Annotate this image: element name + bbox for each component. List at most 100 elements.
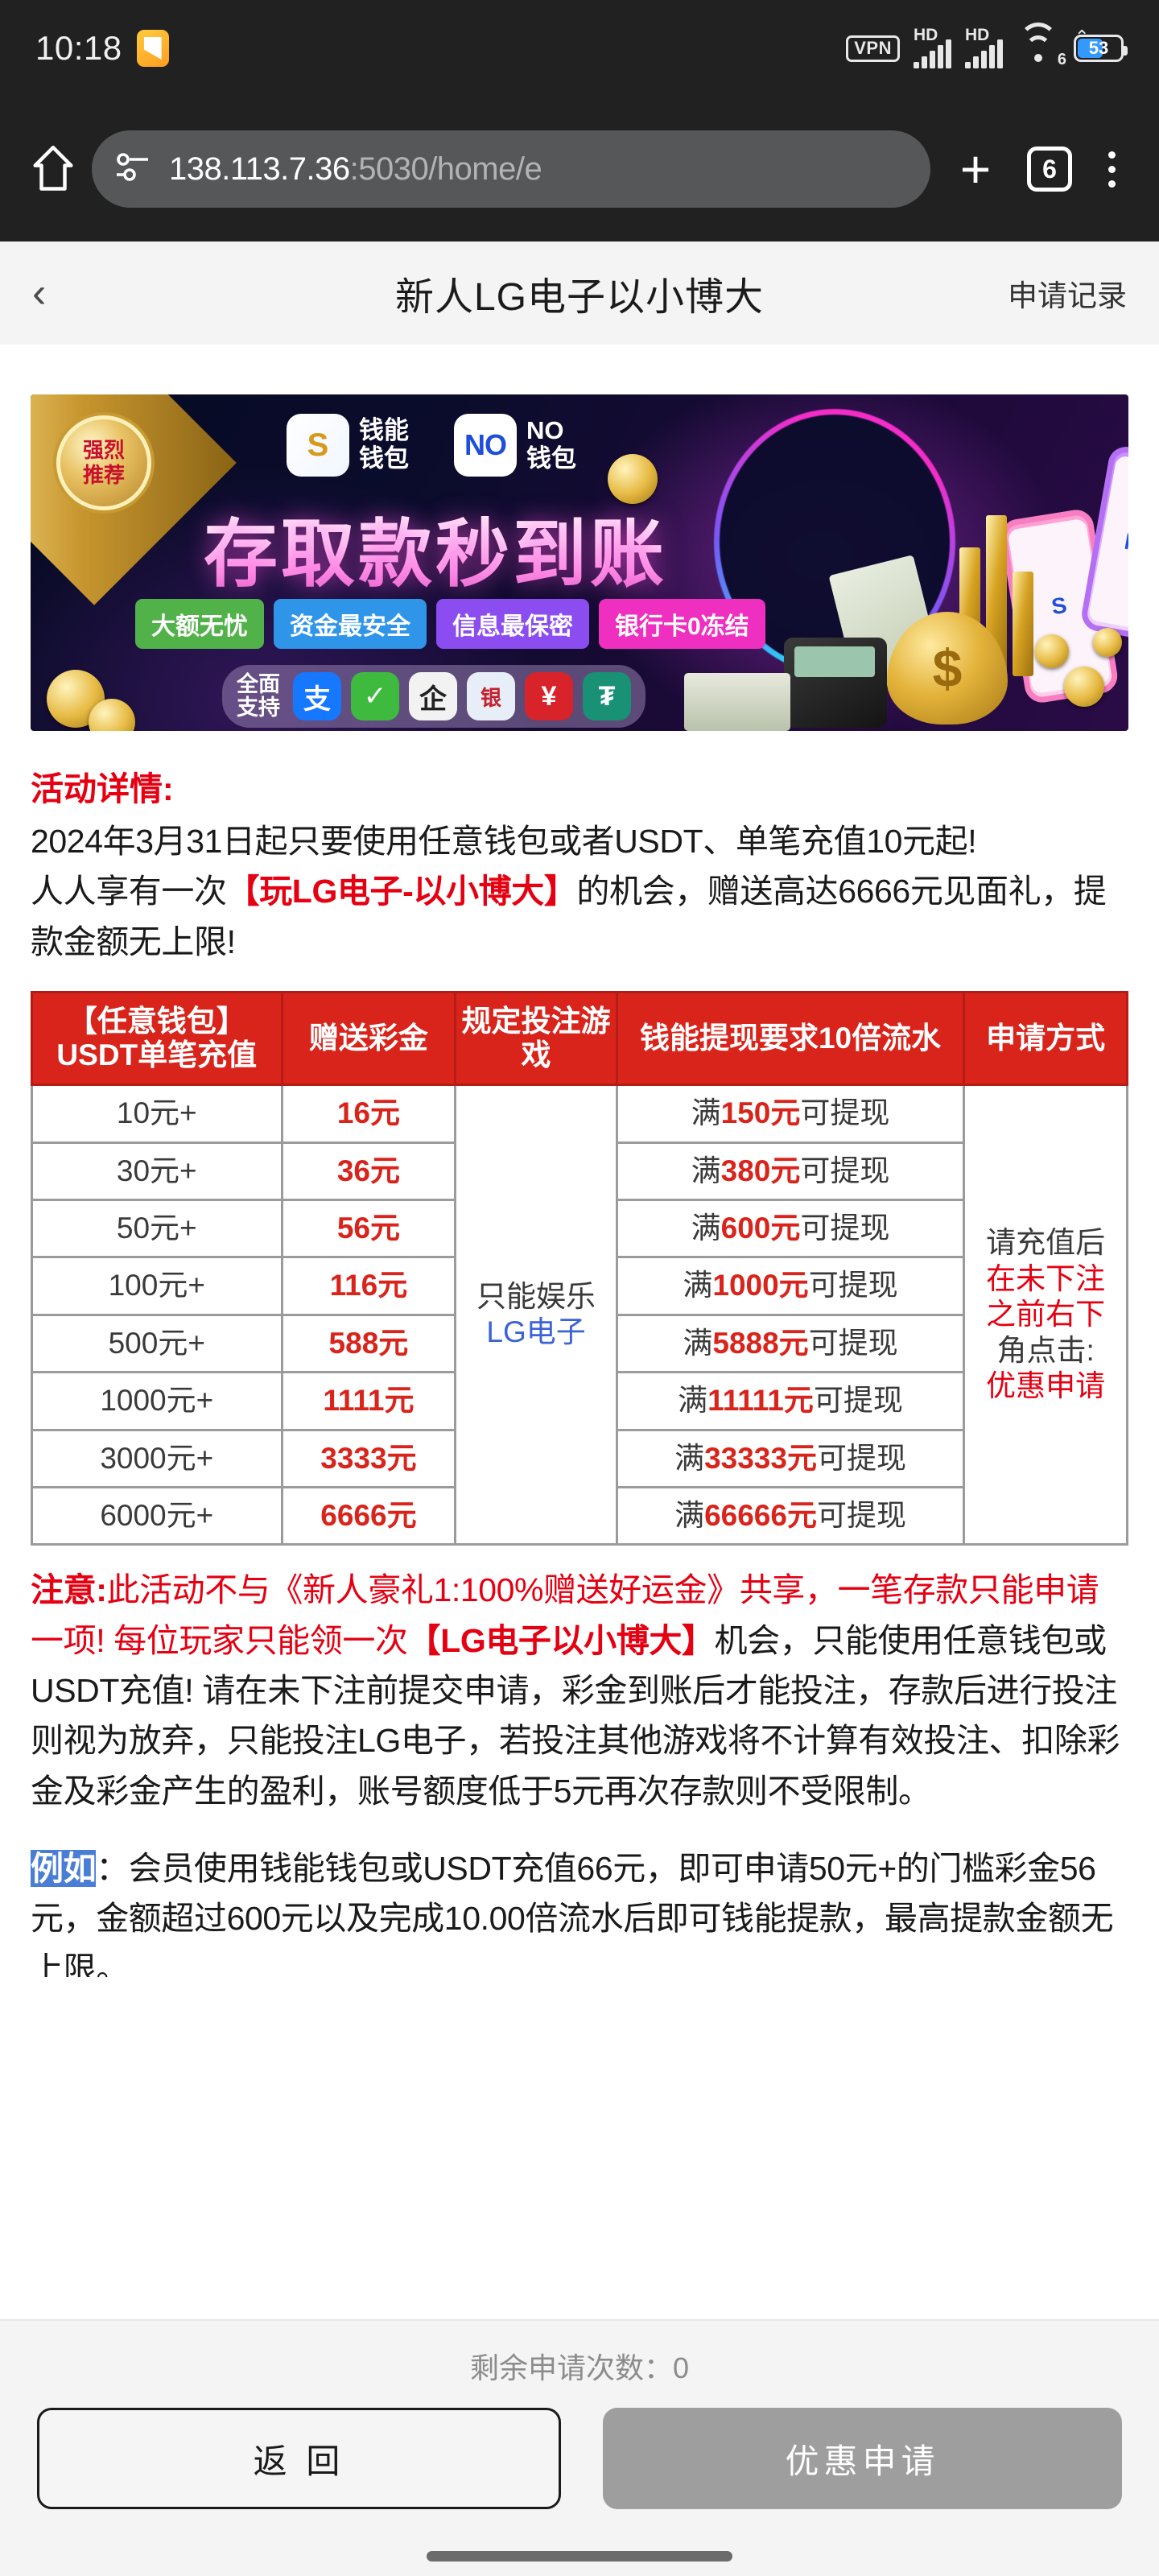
- tab-switcher-button[interactable]: 6: [1027, 147, 1072, 192]
- coin-4: [1064, 667, 1104, 707]
- apply-promotion-button[interactable]: 优惠申请: [603, 2408, 1122, 2509]
- cellular-signal-1-icon: HD: [914, 26, 951, 68]
- cell-deposit: 10元+: [31, 1084, 283, 1144]
- cell-withdraw: 满66666元可提现: [615, 1486, 966, 1546]
- cell-withdraw: 满380元可提现: [615, 1141, 966, 1202]
- cash-stack-illustration: [684, 673, 790, 731]
- notice-text-1: 此活动不与《新人豪礼1:100%赠送好运金》共享，一笔存款只能申请一项! 每位玩…: [31, 1571, 1099, 1659]
- feature-badge-2: 资金最安全: [274, 599, 427, 649]
- page-title: 新人LG电子以小博大: [394, 276, 765, 319]
- qian-neng-wallet-icon: S: [287, 414, 349, 477]
- cell-deposit: 50元+: [31, 1199, 283, 1259]
- signal-bars-2: [965, 39, 1003, 68]
- wallet-qianneng-line2: 钱包: [359, 444, 409, 473]
- wallet-logos: S 钱能 钱包 NO NO 钱包: [287, 414, 576, 477]
- table-row: 6000元+ 6666元 满66666元可提现: [31, 1486, 1128, 1546]
- wd-prefix: 满: [691, 1096, 721, 1130]
- wd-amount: 33333元: [704, 1441, 817, 1475]
- table-row: 10元+ 16元 只能娱乐 LG电子 满150元可提现 请充值后 在未下注 之前…: [31, 1084, 1128, 1546]
- wd-prefix: 满: [678, 1384, 708, 1418]
- table-row: 500元+ 588元 满5888元可提现: [31, 1313, 1128, 1374]
- wd-suffix: 可提现: [816, 1441, 906, 1475]
- example-text: ：会员使用钱能钱包或USDT充值66元，即可申请50元+的门槛彩金56元，金额超…: [31, 1849, 1114, 1977]
- page-footer: 剩余申请次数：0 返 回 优惠申请: [0, 2319, 1159, 2576]
- remaining-label: 剩余申请次数：: [469, 2351, 673, 2384]
- wd-amount: 380元: [720, 1154, 801, 1187]
- details-line2-pre: 人人享有一次: [31, 873, 227, 910]
- cell-game: 只能娱乐 LG电子: [454, 1084, 618, 1546]
- apply-line-2: 在未下注: [986, 1261, 1106, 1295]
- wifi-icon: 6: [1017, 23, 1066, 68]
- cell-bonus: 588元: [280, 1313, 457, 1374]
- th-apply: 申请方式: [963, 990, 1128, 1087]
- cell-deposit: 100元+: [31, 1256, 283, 1316]
- support-label: 全面 支持: [237, 671, 280, 720]
- recommended-seal-badge: 强烈 推荐: [56, 415, 151, 510]
- promo-banner[interactable]: 强烈 推荐 S 钱能 钱包 NO NO 钱包 存取款秒到账 大额无忧: [31, 394, 1128, 731]
- wd-suffix: 可提现: [816, 1499, 906, 1533]
- coin-6: [1093, 628, 1122, 657]
- page-header: ‹ 新人LG电子以小博大 申请记录: [0, 242, 1159, 345]
- banner-headline: 存取款秒到账: [204, 494, 667, 601]
- support-label-line2: 支持: [237, 696, 280, 720]
- activity-details-heading: 活动详情:: [31, 770, 174, 807]
- table-row: 3000元+ 3333元 满33333元可提现: [31, 1428, 1128, 1489]
- wd-suffix: 可提现: [800, 1096, 890, 1130]
- application-records-link[interactable]: 申请记录: [1008, 279, 1127, 312]
- wechat-pay-icon: ✓: [351, 672, 399, 720]
- wd-prefix: 满: [674, 1499, 705, 1533]
- wd-suffix: 可提现: [808, 1269, 898, 1302]
- wd-amount: 600元: [720, 1212, 801, 1245]
- hd-label-2: HD: [965, 26, 990, 44]
- unionpay-icon: 银: [467, 672, 515, 720]
- status-bar-right: VPN HD HD 6 ⌃ 53: [846, 23, 1128, 68]
- qq-pay-icon: 企: [409, 672, 457, 720]
- usdt-tether-icon: ₮: [583, 672, 631, 720]
- feature-badge-1: 大额无忧: [135, 599, 264, 649]
- remaining-applications: 剩余申请次数：0: [0, 2340, 1159, 2408]
- pos-terminal-illustration: [784, 638, 887, 728]
- wd-amount: 150元: [720, 1096, 801, 1130]
- site-settings-icon[interactable]: [116, 151, 153, 188]
- wd-amount: 66666元: [704, 1499, 817, 1533]
- coin-5: [1035, 634, 1069, 668]
- remaining-count: 0: [672, 2351, 690, 2384]
- back-button[interactable]: ‹: [32, 270, 47, 316]
- cell-deposit: 500元+: [31, 1313, 283, 1374]
- support-label-line1: 全面: [237, 671, 280, 696]
- back-button-footer[interactable]: 返 回: [37, 2408, 561, 2509]
- url-text: 138.113.7.36:5030/home/e: [169, 151, 542, 188]
- apply-line-3: 之前右下: [986, 1298, 1106, 1331]
- wd-prefix: 满: [691, 1154, 721, 1187]
- cell-withdraw: 满33333元可提现: [615, 1428, 966, 1489]
- th-withdraw: 钱能提现要求10倍流水: [615, 990, 966, 1087]
- new-tab-button[interactable]: +: [959, 138, 992, 199]
- cell-withdraw: 满5888元可提现: [615, 1313, 966, 1374]
- cell-bonus: 16元: [280, 1084, 457, 1144]
- overflow-menu-icon[interactable]: [1091, 151, 1132, 188]
- wallet-qianneng-line1: 钱能: [359, 416, 409, 445]
- status-time: 10:18: [35, 29, 122, 67]
- cell-deposit: 30元+: [31, 1141, 283, 1202]
- browser-toolbar: 138.113.7.36:5030/home/e + 6: [0, 97, 1159, 242]
- home-icon[interactable]: [27, 143, 79, 195]
- th-bonus: 赠送彩金: [280, 990, 457, 1087]
- example-label: 例如: [31, 1849, 97, 1887]
- wd-prefix: 满: [683, 1269, 713, 1302]
- phone-no-glyph: NO: [1087, 455, 1128, 634]
- vpn-icon: VPN: [846, 35, 900, 62]
- wd-amount: 1000元: [712, 1269, 809, 1302]
- wd-prefix: 满: [674, 1441, 705, 1475]
- notice-paragraph: 注意:此活动不与《新人豪礼1:100%赠送好运金》共享，一笔存款只能申请一项! …: [31, 1565, 1128, 1816]
- home-indicator[interactable]: [427, 2551, 732, 2562]
- details-line2-post: 的机会，赠送高达6666元见面礼，提款金额无上限!: [31, 873, 1107, 960]
- hd-label-1: HD: [914, 26, 938, 44]
- wd-prefix: 满: [683, 1326, 713, 1360]
- address-bar[interactable]: 138.113.7.36:5030/home/e: [92, 130, 930, 208]
- activity-details-line1: 2024年3月31日起只要使用任意钱包或者USDT、单笔充值10元起!: [31, 823, 977, 860]
- game-cell-line2: LG电子: [486, 1315, 586, 1349]
- no-wallet-icon: NO: [454, 414, 517, 477]
- cell-bonus: 36元: [280, 1141, 457, 1202]
- apply-line-4: 角点击:: [996, 1333, 1095, 1367]
- wd-suffix: 可提现: [808, 1326, 898, 1360]
